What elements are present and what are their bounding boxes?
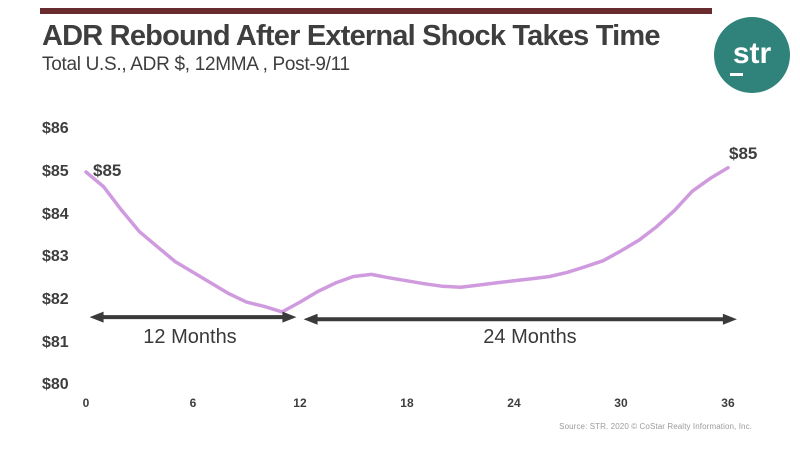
y-axis-tick-label: $86 bbox=[42, 120, 69, 138]
y-axis-tick-label: $81 bbox=[42, 333, 69, 351]
phase-arrow-24-months-left-head bbox=[303, 313, 318, 325]
x-axis-tick-label: 0 bbox=[82, 396, 90, 410]
y-axis-tick-label: $83 bbox=[42, 248, 69, 266]
x-axis-tick-label: 6 bbox=[189, 396, 197, 410]
adr-line-series bbox=[84, 165, 730, 314]
chart-subtitle: Total U.S., ADR $, 12MMA , Post-9/11 bbox=[42, 54, 350, 75]
y-axis-tick-label: $84 bbox=[42, 205, 69, 223]
source-attribution: Source: STR. 2020 © CoStar Realty Inform… bbox=[559, 422, 752, 431]
str-logo: str bbox=[714, 17, 790, 93]
phase-arrow-12-months-left-head bbox=[89, 311, 104, 323]
y-axis-tick-label: $82 bbox=[42, 291, 69, 308]
x-axis-tick-label: 30 bbox=[614, 396, 628, 410]
x-axis-tick-label: 36 bbox=[721, 396, 735, 410]
phase-arrow-12-months-right-head bbox=[282, 311, 297, 323]
x-axis-tick-label: 12 bbox=[293, 396, 307, 410]
y-axis-tick-label: $85 bbox=[42, 163, 69, 180]
str-logo-text: str bbox=[732, 37, 772, 70]
annotation-24-months: 24 Months bbox=[483, 326, 577, 348]
str-logo-underline bbox=[730, 73, 743, 76]
header-accent-bar bbox=[40, 8, 712, 14]
x-axis-tick-label: 24 bbox=[507, 396, 521, 410]
x-axis-tick-label: 18 bbox=[400, 396, 414, 410]
chart-title: ADR Rebound After External Shock Takes T… bbox=[42, 20, 661, 52]
y-axis-tick-label: $80 bbox=[42, 376, 69, 394]
data-label-start: $85 bbox=[93, 161, 122, 180]
data-label-end: $85 bbox=[729, 144, 758, 163]
annotation-12-months: 12 Months bbox=[143, 326, 237, 348]
phase-arrow-24-months-right-head bbox=[722, 313, 737, 325]
